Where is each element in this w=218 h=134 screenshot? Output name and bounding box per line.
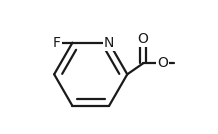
Text: O: O [157,56,168,70]
Text: O: O [138,32,148,46]
Text: N: N [104,36,114,50]
Text: F: F [53,36,61,50]
